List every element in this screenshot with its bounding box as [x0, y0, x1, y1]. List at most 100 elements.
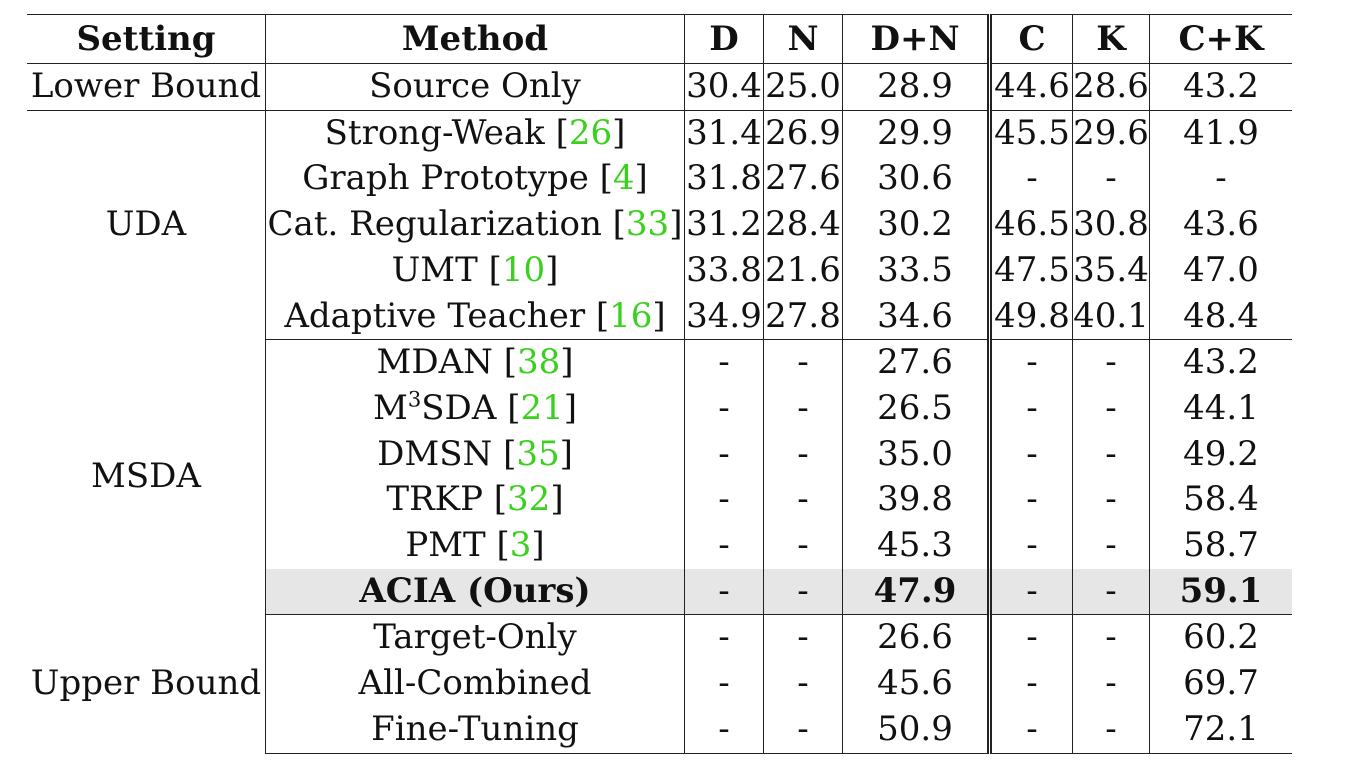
results-table: Setting Method D N D+N C K C+K Lower Bou…: [27, 14, 1292, 754]
value-cell-c: 45.5: [987, 110, 1073, 157]
citation-link[interactable]: 38: [516, 342, 561, 383]
value-cell-dn: 45.6: [842, 661, 990, 707]
citation-bracket: ]: [634, 158, 648, 199]
value-cell-dn: 33.5: [842, 247, 990, 294]
value-cell-dn: 34.6: [842, 293, 990, 341]
method-name: PMT: [405, 525, 497, 566]
table-row: PMT [3] - -45.3- -58.7: [27, 523, 1292, 569]
value-cell-k: 35.4: [1072, 247, 1150, 294]
method-name: ACIA (Ours): [359, 570, 591, 611]
method-name: Target-Only: [373, 617, 577, 658]
citation-bracket: [: [503, 342, 517, 383]
value-cell-n: -: [763, 661, 843, 707]
value-cell-k: -: [1072, 385, 1150, 432]
citation-bracket: [: [595, 295, 610, 336]
value-cell-c: -: [987, 477, 1073, 524]
value-cell-c: -: [987, 661, 1073, 707]
citation-bracket: ]: [563, 387, 577, 428]
value-cell-k: -: [1072, 156, 1150, 203]
citation-bracket: [: [496, 525, 510, 566]
value-cell-n: -: [763, 431, 843, 478]
header-k: K: [1072, 14, 1150, 64]
citation-bracket: [: [503, 433, 517, 474]
citation-bracket: ]: [612, 112, 626, 153]
value-cell-ck: 49.2: [1149, 431, 1292, 478]
value-cell-dn: 26.6: [842, 614, 990, 662]
citation-link[interactable]: 16: [609, 295, 653, 336]
value-cell-d: 31.8: [684, 156, 764, 203]
value-cell-d: -: [684, 706, 764, 754]
citation-bracket: ]: [531, 525, 545, 566]
value-cell-dn: 47.9: [842, 568, 990, 616]
value-cell-ck: 41.9: [1149, 110, 1292, 157]
method-cell: TRKP [32]: [265, 477, 685, 524]
value-cell-c: -: [987, 523, 1073, 569]
value-cell-c: -: [987, 385, 1073, 432]
method-cell: Strong-Weak [26]: [265, 110, 685, 157]
value-cell-d: 31.2: [684, 202, 764, 248]
value-cell-ck: 58.7: [1149, 523, 1292, 569]
value-cell-n: 27.8: [763, 293, 843, 341]
value-cell-c: -: [987, 706, 1073, 754]
method-cell: Source Only: [265, 63, 685, 111]
citation-link[interactable]: 32: [507, 479, 551, 520]
method-cell: MDAN [38]: [265, 339, 685, 386]
method-name: Graph Prototype: [302, 158, 600, 199]
table-row: UDA Strong-Weak [26] 31.4 26.9 29.9 45.5 29.6 4…: [27, 110, 1292, 244]
header-n: N: [763, 14, 843, 64]
method-name: Strong-Weak: [324, 112, 556, 153]
value-cell-ck: 60.2: [1149, 614, 1292, 662]
value-cell-ck: 47.0: [1149, 247, 1292, 294]
value-cell-c: 46.5: [987, 202, 1073, 248]
value-cell-k: -: [1072, 339, 1150, 386]
citation-link[interactable]: 10: [501, 249, 546, 290]
table-row: All-Combined - -45.6- -69.7: [27, 661, 1292, 707]
value-cell-c: 49.8: [987, 293, 1073, 341]
citation-link[interactable]: 3: [509, 525, 532, 566]
citation-link[interactable]: 21: [520, 387, 564, 428]
citation-link[interactable]: 35: [516, 433, 560, 474]
table-row: Upper Bound Target-Only - -26.6- -60.2: [27, 614, 1292, 703]
value-cell-dn: 30.2: [842, 202, 990, 248]
value-cell-ck: 48.4: [1149, 293, 1292, 341]
value-cell-k: -: [1072, 614, 1150, 662]
setting-cell: MSDA: [91, 456, 201, 497]
citation-bracket: ]: [669, 204, 683, 245]
method-cell: DMSN [35]: [265, 431, 685, 478]
value-cell-c: -: [987, 156, 1073, 203]
value-cell-n: 26.9: [763, 110, 843, 157]
value-cell-dn: 28.9: [842, 63, 990, 111]
header-c: C: [987, 14, 1073, 64]
setting-cell: Lower Bound: [27, 63, 266, 111]
setting-cell: Upper Bound: [30, 663, 262, 704]
value-cell-n: -: [763, 339, 843, 386]
value-cell-n: -: [763, 523, 843, 569]
table-row: Graph Prototype [4] 31.8 27.6 30.6- - -: [27, 156, 1292, 203]
value-cell-k: 30.8: [1072, 202, 1150, 248]
value-cell-c: -: [987, 568, 1073, 616]
citation-bracket: ]: [550, 479, 564, 520]
table-body: Lower Bound Source Only 30.4 25.0 28.9 44.6 28…: [27, 63, 1292, 754]
table-row: ACIA (Ours) - -47.9- -59.1: [27, 568, 1292, 616]
value-cell-k: -: [1072, 431, 1150, 478]
table-row: Adaptive Teacher [16] 34.9 27.8 34.6 49.8 40.…: [27, 293, 1292, 341]
citation-link[interactable]: 26: [568, 112, 613, 153]
citation-link[interactable]: 4: [612, 158, 635, 199]
citation-bracket: [: [493, 479, 508, 520]
method-name: Adaptive Teacher: [284, 295, 596, 336]
value-cell-k: 29.6: [1072, 110, 1150, 157]
value-cell-d: -: [684, 385, 764, 432]
value-cell-c: 47.5: [987, 247, 1073, 294]
value-cell-dn: 27.6: [842, 339, 990, 386]
header-setting: Setting: [27, 14, 266, 64]
value-cell-d: 34.9: [684, 293, 764, 341]
citation-link[interactable]: 33: [625, 204, 670, 245]
value-cell-c: -: [987, 339, 1073, 386]
table-row: Fine-Tuning - -50.9- -72.1: [27, 706, 1292, 754]
value-cell-d: -: [684, 523, 764, 569]
value-cell-k: 40.1: [1072, 293, 1150, 341]
table-row: TRKP [32] - -39.8- -58.4: [27, 477, 1292, 524]
value-cell-dn: 50.9: [842, 706, 990, 754]
method-name: Cat. Regularization: [267, 204, 613, 245]
value-cell-d: -: [684, 661, 764, 707]
